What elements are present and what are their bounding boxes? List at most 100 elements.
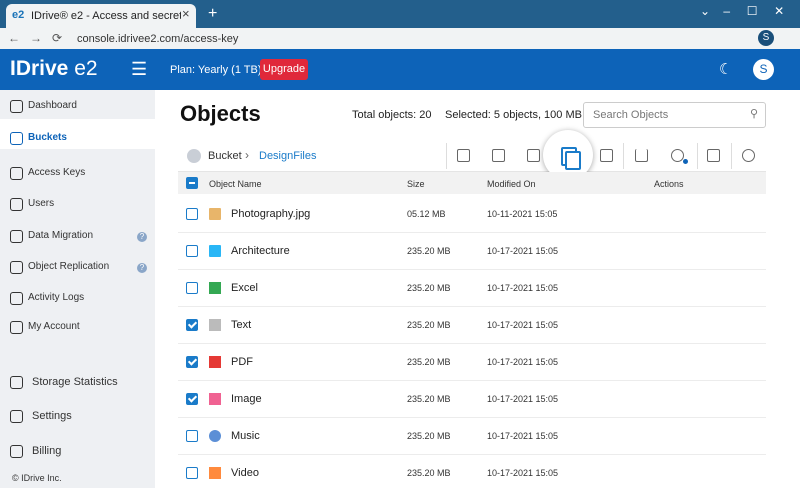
tab-close[interactable]: × <box>182 6 190 21</box>
row-divider <box>178 343 766 344</box>
download-button[interactable] <box>635 149 648 162</box>
row-checkbox[interactable] <box>186 393 198 405</box>
refresh-button[interactable] <box>742 149 755 162</box>
browser-tab[interactable] <box>6 4 196 28</box>
nav-item[interactable]: Settings <box>32 410 72 422</box>
object-modified: 10-17-2021 15:05 <box>487 320 559 330</box>
nav-item[interactable]: Buckets <box>28 132 67 143</box>
upload-folder-button[interactable] <box>527 149 540 162</box>
nav-item[interactable]: Data Migration <box>28 230 94 241</box>
separator <box>697 143 698 169</box>
object-name[interactable]: Image <box>231 393 262 405</box>
object-name[interactable]: Video <box>231 467 259 479</box>
nav-item[interactable]: Storage Statistics <box>32 376 118 388</box>
versions-button[interactable] <box>671 149 684 162</box>
row-checkbox[interactable] <box>186 356 198 368</box>
help-icon: ? <box>137 263 147 273</box>
file-icon <box>209 282 221 294</box>
search-box[interactable] <box>583 102 766 128</box>
object-name[interactable]: Music <box>231 430 260 442</box>
delete-button[interactable] <box>707 149 720 162</box>
breadcrumb-root[interactable]: Bucket <box>208 150 242 162</box>
home-icon[interactable] <box>187 149 201 163</box>
column-header: Actions <box>654 179 684 189</box>
total-objects: Total objects: 20 <box>352 109 432 121</box>
avatar[interactable]: S <box>753 59 774 80</box>
url[interactable]: console.idrivee2.com/access-key <box>77 33 239 45</box>
sidebar <box>0 90 155 488</box>
nav-item[interactable]: Billing <box>32 445 62 457</box>
copyright: © IDrive Inc. <box>12 473 62 483</box>
object-size: 235.20 MB <box>407 320 451 330</box>
nav-item[interactable]: Dashboard <box>28 100 77 111</box>
nav-item[interactable]: Access Keys <box>28 167 86 178</box>
object-size: 235.20 MB <box>407 394 451 404</box>
file-icon <box>209 430 221 442</box>
object-size: 235.20 MB <box>407 431 451 441</box>
file-icon <box>209 393 221 405</box>
object-name[interactable]: Text <box>231 319 252 331</box>
nav-buttons[interactable]: ← → ⟳ <box>8 31 63 45</box>
row-divider <box>178 417 766 418</box>
move-button[interactable] <box>600 149 613 162</box>
favicon: e2 <box>12 9 25 21</box>
upload-button[interactable] <box>492 149 505 162</box>
object-size: 235.20 MB <box>407 468 451 478</box>
profile[interactable]: S <box>758 30 774 46</box>
file-icon <box>209 319 221 331</box>
selected-summary: Selected: 5 objects, 100 MB <box>445 109 582 121</box>
object-name[interactable]: PDF <box>231 356 253 368</box>
new-folder-button[interactable] <box>457 149 470 162</box>
column-header: Size <box>407 179 425 189</box>
row-divider <box>178 269 766 270</box>
nav-item[interactable]: Users <box>28 198 55 209</box>
nav-icon <box>10 376 23 389</box>
search-icon: ⚲ <box>750 108 759 120</box>
logo[interactable]: IDrive e2 <box>10 57 98 81</box>
object-name[interactable]: Excel <box>231 282 258 294</box>
object-modified: 10-17-2021 15:05 <box>487 246 559 256</box>
separator <box>731 143 732 169</box>
active-item-bg <box>0 119 155 149</box>
row-checkbox[interactable] <box>186 467 198 479</box>
row-divider <box>178 380 766 381</box>
app-header <box>0 49 800 90</box>
nav-icon <box>10 100 23 113</box>
row-checkbox[interactable] <box>186 319 198 331</box>
object-name[interactable]: Architecture <box>231 245 290 257</box>
row-checkbox[interactable] <box>186 282 198 294</box>
row-checkbox[interactable] <box>186 208 198 220</box>
object-name[interactable]: Photography.jpg <box>231 208 311 220</box>
column-header: Object Name <box>209 179 262 189</box>
window-controls[interactable]: ⌄ – ☐ ✕ <box>700 4 785 18</box>
file-icon <box>209 356 221 368</box>
row-checkbox[interactable] <box>186 245 198 257</box>
logo-text: IDrive <box>10 57 69 80</box>
object-modified: 10-17-2021 15:05 <box>487 468 559 478</box>
file-icon <box>209 245 221 257</box>
file-icon <box>209 467 221 479</box>
theme-toggle[interactable]: ☾ <box>719 61 733 78</box>
nav-icon <box>10 198 23 211</box>
row-checkbox[interactable] <box>186 430 198 442</box>
object-size: 235.20 MB <box>407 246 451 256</box>
breadcrumb-current[interactable]: DesignFiles <box>259 150 317 162</box>
plan: Plan: Yearly (1 TB) <box>170 64 262 76</box>
separator <box>446 143 447 169</box>
object-size: 235.20 MB <box>407 357 451 367</box>
row-divider <box>178 454 766 455</box>
nav-icon <box>10 321 23 334</box>
nav-icon <box>10 167 23 180</box>
menu-button[interactable]: ☰ <box>131 59 148 79</box>
upgrade-button[interactable]: Upgrade <box>260 59 308 80</box>
select-all-checkbox[interactable] <box>186 177 198 189</box>
nav-item[interactable]: Object Replication <box>28 261 110 272</box>
nav-item[interactable]: My Account <box>28 321 80 332</box>
table-header <box>178 172 766 194</box>
nav-item[interactable]: Activity Logs <box>28 292 85 303</box>
new-tab[interactable]: + <box>208 5 218 22</box>
row-divider <box>178 306 766 307</box>
object-modified: 10-11-2021 15:05 <box>487 209 558 219</box>
nav-icon <box>10 445 23 458</box>
